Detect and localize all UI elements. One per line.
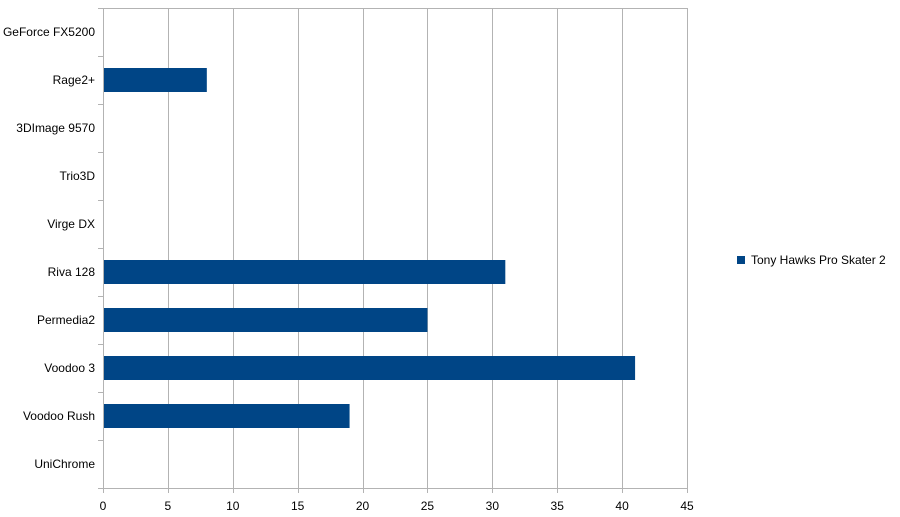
category-label-voodoo-3: Voodoo 3 — [44, 361, 95, 375]
category-label-unichrome: UniChrome — [34, 457, 95, 471]
category-label-trio3d: Trio3D — [59, 169, 95, 183]
x-tick-label-35: 35 — [551, 499, 565, 513]
bar-permedia2 — [104, 308, 428, 332]
x-tick-label-30: 30 — [486, 499, 500, 513]
category-label-virge-dx: Virge DX — [47, 217, 95, 231]
x-tick-label-10: 10 — [226, 499, 240, 513]
category-label-permedia2: Permedia2 — [37, 313, 95, 327]
bars — [104, 68, 636, 428]
axes — [98, 8, 688, 493]
bar-riva-128 — [104, 260, 506, 284]
category-labels: GeForce FX5200 Rage2+ 3DImage 9570 Trio3D Vi… — [3, 25, 95, 471]
x-tick-label-25: 25 — [421, 499, 435, 513]
x-tick-label-5: 5 — [165, 499, 172, 513]
category-label-3dimage-9570: 3DImage 9570 — [16, 121, 95, 135]
legend-label: Tony Hawks Pro Skater 2 — [751, 253, 886, 267]
category-label-voodoo-rush: Voodoo Rush — [23, 409, 95, 423]
x-tick-label-45: 45 — [680, 499, 694, 513]
bar-voodoo-3 — [104, 356, 636, 380]
bar-rage2 — [104, 68, 207, 92]
x-tick-labels: 0 5 10 15 20 25 30 35 40 45 — [100, 499, 694, 513]
x-tick-label-40: 40 — [615, 499, 629, 513]
x-tick-label-0: 0 — [100, 499, 107, 513]
legend: Tony Hawks Pro Skater 2 — [737, 253, 886, 267]
legend-swatch — [737, 256, 745, 264]
category-label-geforce-fx5200: GeForce FX5200 — [3, 25, 95, 39]
x-tick-label-20: 20 — [356, 499, 370, 513]
category-label-riva-128: Riva 128 — [48, 265, 96, 279]
category-label-rage2: Rage2+ — [53, 73, 95, 87]
bar-voodoo-rush — [104, 404, 350, 428]
x-tick-label-15: 15 — [291, 499, 305, 513]
